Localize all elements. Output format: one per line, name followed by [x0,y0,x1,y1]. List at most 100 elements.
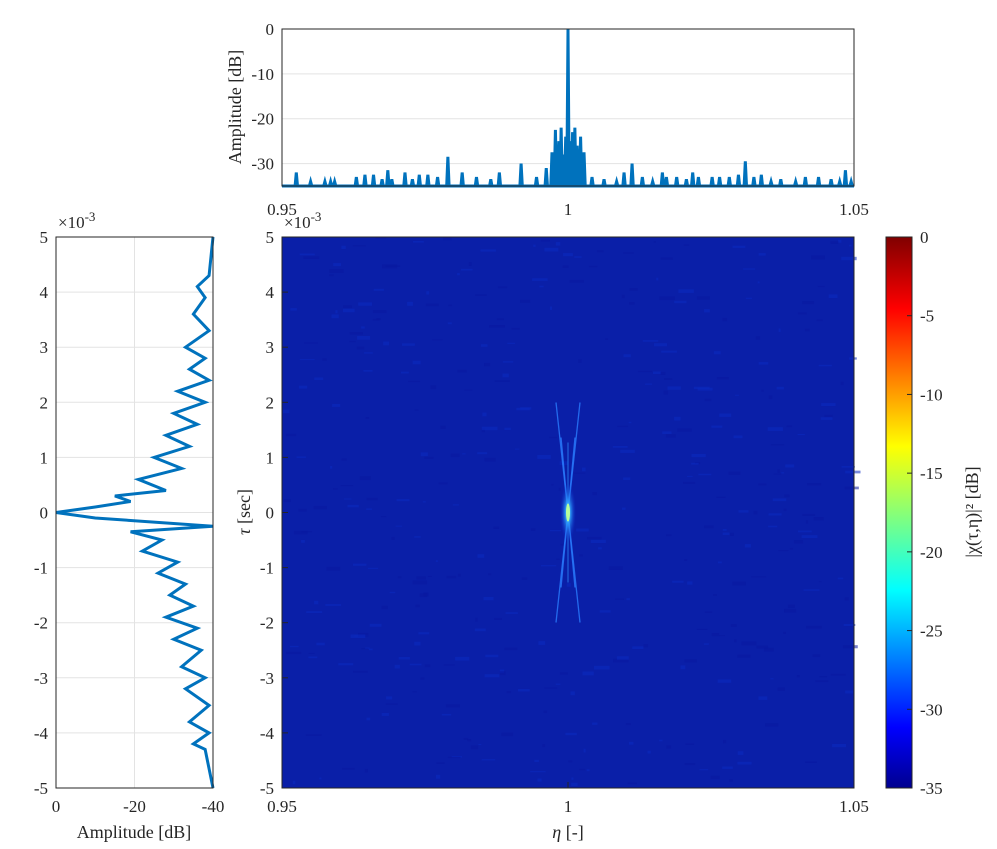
heatmap-speckle-cell [656,277,659,281]
left-ytick-label: -5 [34,779,48,798]
heatmap-speckle-cell [704,398,712,402]
heatmap-speckle-cell [290,308,297,311]
heatmap-speckle-cell [612,445,628,448]
heatmap-speckle-cell [571,782,578,787]
heatmap-speckle-cell [299,359,315,361]
heatmap-speckle-cell [729,779,733,782]
main-ylabel: τ [sec] [234,489,254,535]
heatmap-speckle-cell [293,530,308,535]
heatmap-speckle-cell [436,774,441,779]
heatmap-speckle-cell [722,766,733,769]
heatmap-speckle-cell [777,469,780,473]
heatmap-speckle-cell [373,288,384,291]
main-xtick-label: 0.95 [267,797,297,816]
heatmap-speckle-cell [763,647,774,652]
heatmap-speckle-cell [753,510,758,515]
left-axes-box [55,236,214,789]
heatmap-speckle-cell [716,377,729,380]
heatmap-speckle-cell [805,761,817,763]
heatmap-speckle-cell [341,245,346,250]
heatmap-speckle-cell [849,244,852,247]
heatmap-speckle-cell [409,663,422,666]
heatmap-speckle-cell [305,734,322,736]
heatmap-speckle-cell [666,745,672,749]
heatmap-speckle-cell [787,604,795,608]
heatmap-speckle-cell [484,674,500,678]
heatmap-speckle-cell [623,252,634,254]
heatmap-speckle-cell [666,534,672,537]
left-ytick-label: -4 [34,724,49,743]
heatmap-speckle-cell [741,641,757,646]
heatmap-speckle-cell [687,475,693,477]
heatmap-speckle-cell [372,310,387,314]
heatmap-speckle-cell [430,385,437,390]
heatmap-speckle-cell [292,780,296,785]
heatmap-speckle-cell [412,691,417,693]
heatmap-speckle-cell [530,771,546,773]
heatmap-speckle-cell [574,472,586,474]
heatmap-speckle-cell [722,528,727,531]
heatmap-speckle-cell [427,575,432,577]
heatmap-speckle-cell [592,722,598,725]
heatmap-speckle-cell [696,296,710,300]
heatmap-speckle-cell [784,494,790,498]
heatmap-speckle-cell [416,576,426,580]
heatmap-speckle-cell [325,604,342,606]
heatmap-speckle-cell [661,350,677,353]
heatmap-speckle-cell [789,547,794,550]
heatmap-speckle-cell [625,723,631,726]
heatmap-speckle-cell [283,499,291,503]
heatmap-speckle-cell [484,362,491,367]
heatmap-speckle-cell [737,654,751,658]
heatmap-speckle-cell [843,623,856,627]
heatmap-speckle-cell [299,253,315,256]
heatmap-speckle-cell [819,676,828,678]
heatmap-speckle-cell [470,745,479,750]
heatmap-speckle-cell [475,294,487,296]
heatmap-speckle-cell [478,743,482,746]
heatmap-speckle-cell [777,687,785,691]
heatmap-speckle-cell [728,471,741,475]
heatmap-speckle-cell [542,744,546,748]
heatmap-speckle-cell [608,566,623,570]
heatmap-speckle-cell [455,656,470,661]
main-ytick-label: -4 [260,724,275,743]
heatmap-speckle-cell [765,723,779,727]
heatmap-speckle-cell [678,289,694,293]
main-axes-box [281,236,855,789]
heatmap-speckle-cell [356,346,365,350]
main-ytick-label: -2 [260,614,274,633]
heatmap-speckle-cell [683,481,696,484]
heatmap-speckle-cell [483,597,494,601]
heatmap-speckle-cell [499,669,505,673]
heatmap-speckle-cell [464,389,473,391]
heatmap-speckle-cell [349,332,363,335]
heatmap-speckle-cell [361,648,369,650]
colorbar-tick-label: -25 [920,622,943,641]
heatmap-speckle-cell [414,536,421,538]
heatmap-speckle-cell [412,580,428,585]
heatmap-speckle-cell [751,576,767,578]
heatmap-speckle-cell [381,605,388,610]
heatmap-speckle-cell [592,492,597,496]
heatmap-speckle-cell [306,611,323,614]
heatmap-speckle-cell [511,327,520,330]
heatmap-speckle-cell [340,485,354,487]
heatmap-speckle-cell [366,717,371,721]
heatmap-speckle-cell [845,690,853,694]
heatmap-speckle-cell [587,536,602,540]
heatmap-speckle-cell [440,425,446,429]
heatmap-speckle-cell [501,732,514,737]
heatmap-speckle-cell [772,498,787,502]
heatmap-speckle-cell [537,778,542,782]
left-ytick-label: -2 [34,614,48,633]
heatmap-speckle-cell [481,759,496,761]
heatmap-speckle-cell [452,504,459,506]
heatmap-speckle [283,237,861,787]
heatmap-speckle-cell [425,303,439,307]
heatmap-speckle-cell [680,665,686,670]
heatmap-speckle-cell [496,318,504,321]
colorbar-tick-label: -35 [920,779,943,798]
heatmap-speckle-cell [368,648,373,651]
